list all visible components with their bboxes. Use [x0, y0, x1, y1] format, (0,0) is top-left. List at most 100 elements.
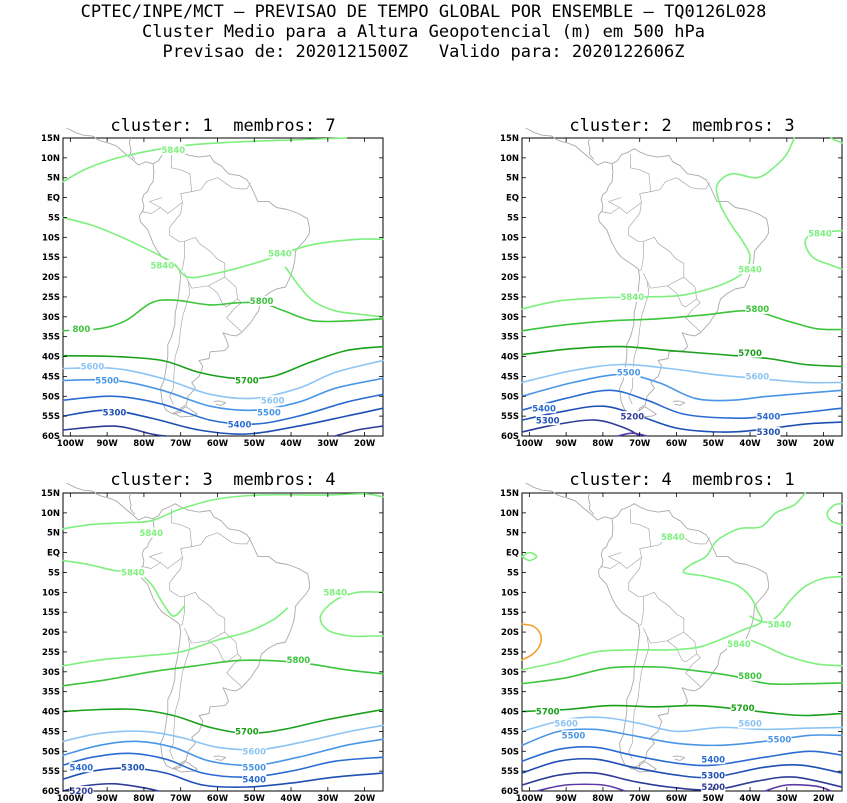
contour-label: 5400 — [701, 755, 725, 765]
map-panel-3: 5840 5840 5840 5800 5700 5600 5500 5400 5300 5400… — [41, 482, 384, 803]
country-border — [628, 280, 650, 405]
lat-label: 15S — [42, 253, 60, 263]
contour-5300 — [521, 405, 843, 433]
contour-label-bg — [242, 774, 267, 785]
country-border — [217, 532, 251, 545]
central-america-coastline — [66, 482, 154, 521]
lon-label: 50W — [244, 794, 266, 803]
lat-label: EQ — [506, 194, 519, 204]
lat-label: 5N — [47, 529, 60, 539]
south-america-coastline — [598, 503, 769, 770]
country-border — [643, 591, 685, 644]
country-border — [601, 207, 620, 214]
contour-5200 — [334, 425, 384, 437]
lon-label: 80W — [133, 439, 155, 449]
contour-label-layer: 5840 5840 5840 5800 5700 5700 5600 5600 5500 5500… — [535, 531, 792, 793]
contour-5800 — [62, 299, 384, 332]
contour-label-bg — [249, 295, 274, 306]
country-border — [169, 280, 191, 405]
contour-label: 5400 — [228, 420, 252, 430]
lon-label: 70W — [170, 439, 192, 449]
lat-label: 60S — [501, 787, 519, 797]
contour-5500 — [521, 728, 843, 747]
contour-5500 — [521, 373, 843, 402]
lat-label: 15N — [41, 134, 60, 144]
contour-label-bg — [256, 407, 281, 418]
caribbean-coastline — [587, 492, 595, 515]
contour-label: 5840 — [808, 230, 832, 240]
contour-label-bg — [120, 762, 145, 773]
country-border — [630, 153, 677, 192]
lat-label: 5S — [507, 568, 519, 578]
contour-label: 5500 — [95, 377, 119, 387]
country-border — [685, 653, 701, 687]
lat-label: 40S — [501, 708, 519, 718]
contour-label-bg — [767, 734, 792, 745]
contour-layer — [521, 492, 843, 792]
contour-label-bg — [69, 786, 94, 796]
contour-5200 — [521, 419, 641, 437]
contour-5840 — [521, 551, 538, 562]
contour-label-bg — [535, 706, 560, 717]
lat-label: 10S — [42, 233, 60, 243]
contour-label: 5840 — [621, 293, 645, 303]
lat-label: 60S — [501, 432, 519, 442]
country-border — [184, 236, 226, 289]
contour-label-bg — [80, 361, 105, 372]
contour-label: 5840 — [768, 620, 792, 630]
contour-label: 5500 — [617, 369, 641, 379]
contour-5880 — [521, 623, 543, 661]
falkland-islands — [672, 755, 686, 761]
contour-label: 5840 — [268, 249, 292, 259]
lon-label: 70W — [170, 794, 192, 803]
lat-label: 20S — [501, 273, 519, 283]
lon-label: 60W — [207, 794, 229, 803]
contour-label: 5200 — [621, 412, 645, 422]
contour-label-bg — [323, 587, 348, 598]
contour-label-bg — [286, 654, 311, 665]
lat-label: 35S — [42, 688, 60, 698]
lat-label: 5S — [507, 213, 519, 223]
country-border — [142, 207, 161, 214]
lon-label: 80W — [133, 794, 155, 803]
country-border — [169, 202, 185, 272]
caribbean-coastline — [128, 492, 136, 515]
lon-label: 50W — [703, 794, 725, 803]
contour-5840 — [62, 216, 384, 279]
country-border — [171, 153, 218, 192]
lat-label: 35S — [42, 333, 60, 343]
central-america-coastline — [525, 127, 613, 166]
contour-label: 5800 — [287, 656, 311, 666]
contour-label-bg — [756, 411, 781, 422]
header-line-3: Previsao de: 2020121500Z Valido para: 20… — [162, 42, 685, 62]
lat-label: 20S — [42, 628, 60, 638]
contour-label: 5700 — [235, 377, 259, 387]
lat-label: EQ — [47, 194, 60, 204]
lon-label: 60W — [207, 439, 229, 449]
lat-label: 60S — [42, 787, 60, 797]
lon-label: 100W — [516, 439, 544, 449]
contour-5800 — [521, 665, 843, 686]
south-america-coastline — [139, 503, 310, 770]
lat-label: 35S — [501, 333, 519, 343]
contour-5500 — [62, 738, 384, 767]
lon-label: 60W — [666, 439, 688, 449]
contour-label: 5800 — [250, 297, 274, 307]
contour-label-bg — [616, 367, 641, 378]
contour-5100 — [764, 783, 832, 792]
contour-label: 5300 — [121, 763, 145, 773]
contour-label: 5300 — [536, 416, 560, 426]
lat-label: 10S — [42, 588, 60, 598]
contour-label-bg — [102, 407, 127, 418]
contour-label: 5400 — [70, 763, 94, 773]
header-line-2: Cluster Medio para a Altura Geopotencial… — [142, 22, 705, 42]
lat-label: 30S — [42, 668, 60, 678]
contour-5840 — [749, 639, 843, 667]
contour-label-bg — [69, 323, 94, 334]
lat-label: EQ — [47, 549, 60, 559]
contour-5800 — [62, 659, 384, 687]
contour-label: 5600 — [261, 396, 285, 406]
lat-label: 10S — [501, 588, 519, 598]
contour-label-bg — [738, 670, 763, 681]
contour-label: 5800 — [738, 672, 762, 682]
